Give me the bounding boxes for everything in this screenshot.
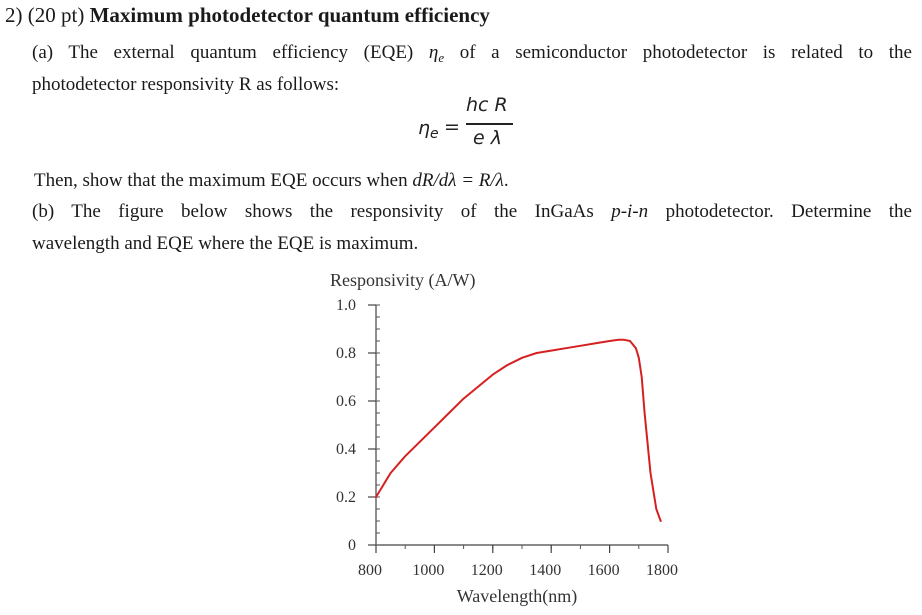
problem-heading: 2) (20 pt) Maximum photodetector quantum… — [5, 3, 490, 28]
equation-denominator: e λ — [473, 127, 502, 149]
x-ticks: 800 1000 1200 1400 1600 1800 — [358, 545, 678, 579]
equation-numerator: hc R — [466, 94, 508, 116]
x-tick-label: 1600 — [588, 562, 620, 579]
equation-equals: = — [444, 116, 460, 138]
chart-series — [375, 338, 662, 522]
part-a-intro: (a) The external quantum efficiency (EQE… — [32, 42, 429, 63]
x-tick-label: 1200 — [471, 562, 503, 579]
part-a-show-line: Then, show that the maximum EQE occurs w… — [34, 165, 509, 197]
chart-axes — [375, 305, 668, 546]
problem-title: Maximum photodetector quantum efficiency — [89, 3, 490, 27]
equation-eta-sub: e — [430, 126, 439, 142]
y-tick-label: 0.6 — [336, 393, 356, 410]
device-type: p-i-n — [611, 201, 649, 222]
eta-symbol: η — [428, 42, 439, 63]
equation-eta: η — [418, 117, 431, 139]
x-tick-label: 1800 — [646, 562, 678, 579]
equation-lhs: ηe — [418, 117, 439, 142]
show-prefix: Then, show that the maximum EQE occurs w… — [34, 170, 413, 191]
fraction-bar — [466, 123, 513, 125]
y-tick-label: 0.2 — [336, 489, 356, 506]
x-tick-label: 1400 — [529, 562, 561, 579]
chart-title: Responsivity (A/W) — [330, 270, 476, 291]
y-tick-label: 0.8 — [336, 345, 356, 362]
part-b-line-2: wavelength and EQE where the EQE is maxi… — [32, 233, 419, 254]
y-tick-label: 0 — [348, 537, 356, 554]
y-ticks: 0 0.2 0.4 0.6 0.8 1.0 — [336, 297, 380, 554]
part-b-intro: (b) The figure below shows the responsiv… — [32, 201, 612, 222]
part-a-line-2: photodetector responsivity R as follows: — [32, 74, 340, 95]
part-b-line-1: (b) The figure below shows the responsiv… — [32, 196, 912, 228]
show-condition: dR/dλ = R/λ — [412, 170, 504, 191]
show-suffix: . — [503, 170, 509, 191]
part-b-intro-rest: photodetector. Determine the — [648, 201, 912, 222]
x-tick-label: 800 — [358, 562, 382, 579]
problem-number: 2) — [5, 3, 23, 27]
responsivity-curve — [375, 338, 662, 522]
x-axis-label: Wavelength(nm) — [457, 586, 578, 607]
problem-points: (20 pt) — [27, 3, 85, 27]
part-a-intro-rest: of a semiconductor photodetector is rela… — [444, 42, 912, 63]
y-tick-label: 1.0 — [336, 297, 356, 314]
eta-subscript: e — [438, 50, 445, 65]
part-a-line-1: (a) The external quantum efficiency (EQE… — [32, 37, 912, 70]
y-tick-label: 0.4 — [336, 441, 356, 458]
x-tick-label: 1000 — [412, 562, 444, 579]
